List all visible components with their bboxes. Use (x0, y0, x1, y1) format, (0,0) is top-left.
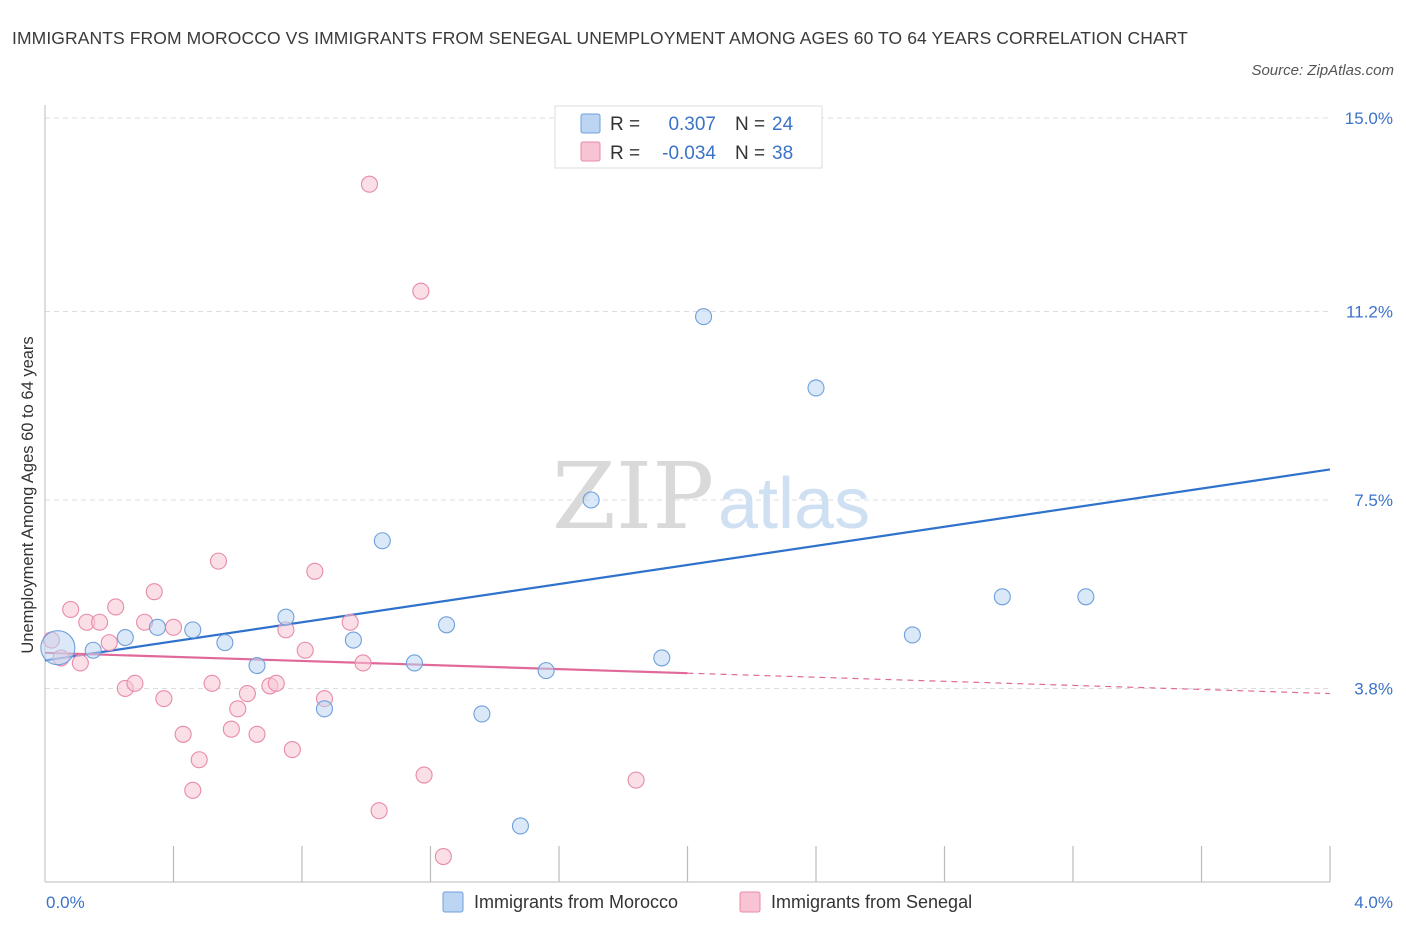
senegal-point (267, 674, 285, 692)
legend-swatch-senegal (580, 141, 601, 162)
legend-series-senegal: Immigrants from Senegal (771, 892, 972, 912)
y-tick-label: 15.0% (1345, 109, 1393, 128)
x-tick-label: 0.0% (46, 893, 85, 912)
senegal-point (412, 282, 430, 300)
senegal-point (62, 600, 80, 619)
legend-swatch-morocco (442, 891, 464, 913)
senegal-point (434, 847, 452, 866)
morocco-point (148, 618, 166, 636)
legend-n-label: N = (735, 143, 765, 164)
morocco-point (473, 705, 491, 723)
y-tick-label: 3.8% (1354, 679, 1393, 698)
legend-r-label: R = (610, 114, 640, 135)
watermark-atlas: atlas (718, 464, 870, 544)
correlation-legend: R = 0.307 N = 24 R = -0.034 N = 38 (554, 105, 823, 169)
morocco-point (695, 308, 713, 326)
morocco-point (116, 628, 134, 647)
senegal-point (164, 618, 183, 636)
legend-n-value: 38 (772, 143, 793, 164)
grid-lines (45, 117, 1330, 689)
senegal-point (360, 175, 379, 193)
senegal-point (229, 700, 247, 718)
senegal-point (100, 634, 118, 652)
y-axis-label: Unemployment Among Ages 60 to 64 years (19, 336, 37, 653)
senegal-point (248, 725, 266, 743)
senegal-point (306, 562, 324, 580)
legend-r-label: R = (610, 143, 640, 164)
senegal-point (354, 654, 372, 672)
morocco-point (903, 626, 921, 644)
senegal-trend-extension (687, 672, 1331, 695)
morocco-point (537, 662, 555, 680)
senegal-point (91, 613, 109, 631)
senegal-point (126, 674, 144, 692)
morocco-point (438, 616, 456, 634)
legend-n-value: 24 (772, 114, 794, 135)
source-label: Source: ZipAtlas.com (1251, 62, 1394, 79)
senegal-point (174, 725, 192, 743)
morocco-point (184, 621, 202, 639)
morocco-point (248, 656, 266, 675)
legend-swatch-morocco (580, 113, 601, 134)
senegal-point (415, 766, 433, 784)
senegal-point (145, 583, 163, 601)
morocco-point (1077, 588, 1095, 606)
morocco-point (993, 588, 1011, 606)
morocco-point (40, 630, 76, 666)
morocco-point (511, 817, 530, 835)
senegal-point (627, 771, 645, 789)
axes (44, 105, 1331, 883)
legend-n-label: N = (735, 114, 765, 135)
legend-r-value: -0.034 (662, 143, 716, 164)
morocco-point (653, 649, 671, 667)
y-tick-labels: 3.8% 7.5% 11.2% 15.0% (1345, 109, 1393, 698)
senegal-point (71, 654, 89, 672)
senegal-point (222, 720, 240, 738)
data-points (40, 124, 1095, 866)
senegal-point (370, 802, 388, 820)
senegal-point (155, 690, 173, 708)
x-tick-labels: 0.0% 4.0% (46, 893, 1393, 912)
series-legend: Immigrants from Morocco Immigrants from … (442, 891, 972, 913)
morocco-point (807, 379, 825, 397)
watermark-zip: ZIP (552, 443, 714, 550)
morocco-point (344, 631, 362, 649)
morocco-point (315, 700, 334, 718)
senegal-point (184, 781, 202, 799)
morocco-point (373, 532, 391, 550)
chart-title: IMMIGRANTS FROM MOROCCO VS IMMIGRANTS FR… (12, 28, 1188, 48)
senegal-point (209, 552, 228, 570)
senegal-point (107, 598, 125, 616)
senegal-point (190, 751, 208, 769)
x-tick-label: 4.0% (1354, 893, 1393, 912)
senegal-point (296, 641, 314, 659)
senegal-point (238, 684, 256, 703)
morocco-point (216, 634, 234, 652)
morocco-point (405, 654, 423, 672)
legend-series-morocco: Immigrants from Morocco (474, 892, 678, 912)
morocco-trend-line (44, 468, 1331, 662)
morocco-point (582, 491, 600, 509)
morocco-point (84, 641, 102, 659)
y-tick-label: 7.5% (1354, 491, 1393, 510)
senegal-point (203, 674, 221, 692)
watermark: ZIP atlas (552, 443, 870, 550)
senegal-point (341, 613, 359, 631)
y-tick-label: 11.2% (1346, 303, 1393, 322)
morocco-point (277, 608, 295, 626)
senegal-point (283, 741, 301, 759)
legend-r-value: 0.307 (668, 114, 716, 135)
legend-swatch-senegal (739, 891, 761, 913)
